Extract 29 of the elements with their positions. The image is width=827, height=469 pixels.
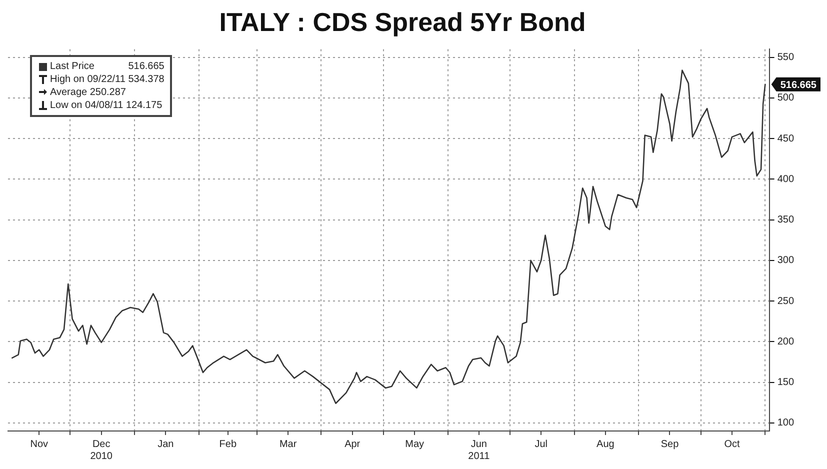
y-tick-label: 500 (777, 92, 794, 104)
x-tick-label: Dec 2010 (90, 438, 113, 462)
x-tick-label: Apr (344, 438, 361, 450)
x-tick-label: Mar (279, 438, 298, 450)
chart-title: ITALY : CDS Spread 5Yr Bond (219, 6, 586, 37)
y-tick-label: 550 (777, 52, 794, 64)
y-tick-label: 450 (777, 133, 794, 144)
x-tick-label: Aug (596, 438, 614, 450)
x-tick-label: Jan (158, 438, 174, 450)
y-tick-label: 200 (777, 336, 794, 348)
x-tick-label: Jun 2011 (468, 438, 490, 462)
annotation: High on 09/22/11 534.378 (50, 73, 164, 86)
x-tick-label: Feb (219, 438, 237, 450)
y-tick-label: 100 (777, 418, 794, 429)
y-tick-label: 250 (777, 296, 794, 307)
x-tick-label: Jul (534, 438, 548, 450)
y-tick-label: 400 (777, 174, 794, 185)
y-tick-label: 300 (777, 255, 794, 266)
x-tick-label: Nov (30, 438, 48, 450)
y-tick-label: 150 (777, 377, 794, 388)
x-tick-label: Sep (660, 438, 680, 450)
data-label: 516.665 (780, 80, 817, 92)
annotation: Low on 04/08/11 124.175 (50, 99, 162, 112)
x-tick-label: Oct (724, 438, 740, 450)
text: 516.665 (128, 61, 164, 72)
x-tick-label: May (405, 438, 424, 450)
legend-label: Last Price (50, 60, 96, 74)
annotation: Average 250.287 (50, 86, 126, 100)
y-tick-label: 350 (777, 214, 794, 226)
